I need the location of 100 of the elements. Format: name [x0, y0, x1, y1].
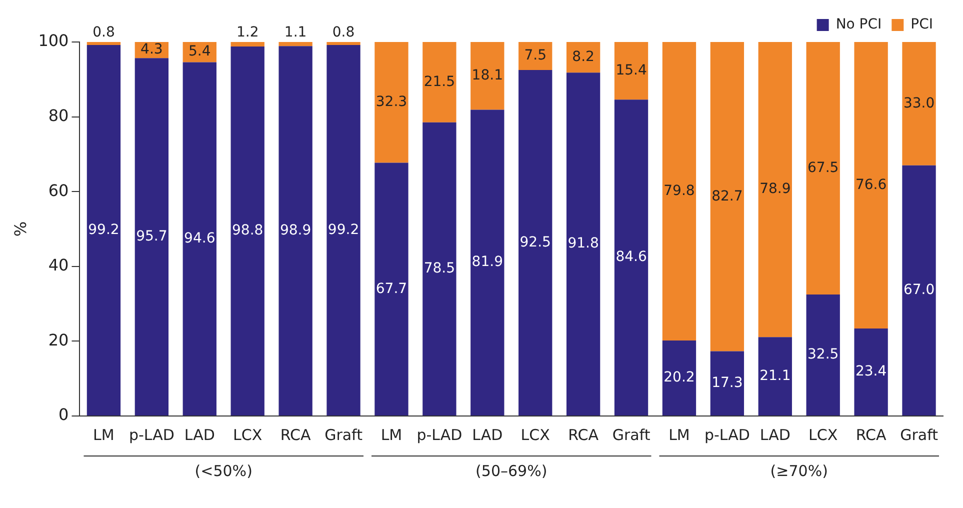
x-tick-label: LAD: [760, 426, 790, 444]
bar: [278, 42, 312, 46]
data-label: 78.5: [424, 260, 456, 277]
x-tick-label: RCA: [280, 426, 312, 444]
bar: [758, 337, 792, 416]
bar: [566, 42, 600, 73]
x-tick-label: p-LAD: [704, 426, 750, 444]
bar: [230, 46, 264, 416]
data-label: 98.8: [232, 222, 264, 239]
bar: [374, 162, 408, 416]
x-tick-label: Graft: [900, 426, 938, 444]
bar: [806, 294, 840, 416]
data-label: 78.9: [760, 181, 791, 198]
data-label: 79.8: [664, 182, 695, 199]
bar: [374, 42, 408, 163]
data-label: 32.3: [376, 94, 408, 110]
data-label: 82.7: [712, 188, 743, 204]
data-label: 1.1: [284, 24, 307, 41]
data-label: 8.2: [572, 48, 594, 65]
data-label: 67.7: [376, 280, 408, 297]
bar: [902, 165, 936, 416]
data-label: 7.5: [524, 48, 546, 64]
bar: [758, 42, 792, 338]
data-label: 99.2: [328, 222, 360, 238]
data-label: 67.5: [808, 160, 839, 176]
bar: [422, 122, 456, 416]
text: (50–69%): [476, 462, 548, 480]
x-tick-label: LAD: [184, 426, 215, 444]
bar: [806, 42, 840, 294]
data-label: 33.0: [903, 95, 935, 112]
data-label: 5.4: [188, 44, 211, 60]
x-tick-label: LCX: [520, 426, 550, 444]
data-label: 67.0: [903, 282, 935, 298]
y-tick-label: 60: [48, 180, 69, 200]
bar: [470, 110, 504, 416]
data-label: 92.5: [520, 234, 551, 250]
data-label: 76.6: [855, 176, 887, 193]
x-tick-label: Graft: [324, 426, 363, 444]
bar: [326, 44, 360, 416]
x-tick-label: RCA: [856, 426, 887, 444]
bar: [518, 70, 552, 416]
y-tick-label: 20: [48, 330, 69, 350]
data-label: 0.8: [92, 24, 115, 41]
data-label: 99.2: [88, 222, 120, 238]
x-tick-label: LM: [93, 426, 114, 444]
bar: [518, 42, 552, 70]
x-tick-label: Graft: [612, 426, 650, 444]
data-label: 91.8: [568, 236, 599, 252]
x-tick-label: LCX: [233, 426, 262, 444]
bar: [854, 42, 888, 328]
bar: [710, 42, 744, 352]
data-label: 0.8: [332, 24, 355, 41]
data-label: 20.2: [664, 370, 695, 386]
data-label: 15.4: [616, 62, 647, 78]
data-label: 21.1: [760, 368, 791, 384]
y-axis-title: %: [10, 221, 30, 237]
bar: [86, 42, 121, 45]
data-label: 98.9: [280, 222, 312, 238]
data-label: 21.5: [424, 74, 456, 90]
x-tick-label: p-LAD: [128, 426, 174, 444]
y-tick-label: 80: [48, 106, 69, 125]
y-tick-label: 0: [58, 405, 69, 424]
x-tick-label: LM: [668, 426, 690, 444]
text: (<50%): [194, 462, 252, 480]
legend-label: PCI: [910, 16, 934, 33]
x-tick-label: LCX: [808, 426, 838, 444]
bar: [662, 42, 696, 340]
data-label: 32.5: [808, 346, 839, 363]
bar: [902, 42, 936, 166]
data-label: 81.9: [472, 254, 503, 270]
y-tick-label: 100: [38, 31, 69, 50]
data-label: 17.3: [712, 375, 743, 392]
data-label: 84.6: [616, 249, 647, 266]
data-label: 23.4: [855, 364, 887, 380]
bar: [182, 62, 216, 416]
bar: [470, 42, 504, 110]
data-label: 94.6: [184, 230, 216, 246]
x-tick-label: p-LAD: [416, 426, 462, 444]
bar: [422, 42, 456, 122]
bar: [326, 42, 360, 45]
y-tick-label: 40: [48, 256, 69, 275]
bar: [614, 100, 648, 416]
bar: [614, 42, 648, 100]
bar: [854, 328, 888, 416]
bar: [230, 42, 264, 46]
bar: [134, 58, 169, 416]
bar: [278, 46, 312, 416]
x-tick-label: RCA: [568, 426, 600, 444]
data-label: 95.7: [136, 228, 168, 244]
bar: [86, 44, 121, 416]
text: (≥70%): [770, 462, 828, 480]
data-label: 18.1: [472, 67, 503, 84]
x-tick-label: LAD: [472, 426, 503, 444]
bar: [566, 72, 600, 416]
bar: [662, 340, 696, 416]
data-label: 1.2: [236, 24, 259, 41]
bar: [710, 351, 744, 416]
x-tick-label: LM: [380, 426, 402, 444]
data-label: 4.3: [140, 42, 163, 58]
legend-label: No PCI: [836, 16, 882, 33]
